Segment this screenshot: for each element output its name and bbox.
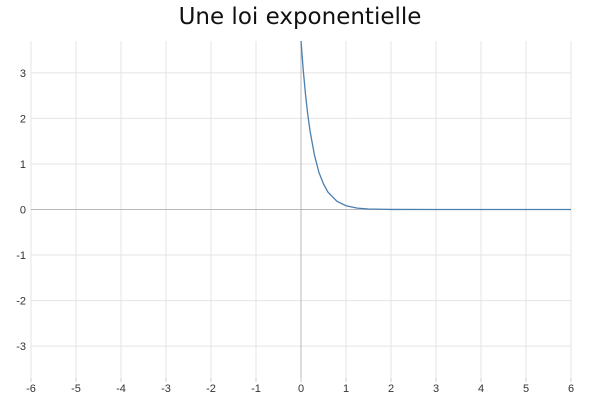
x-tick-label: 5 <box>523 383 529 395</box>
y-axis-ticks: 3 2 1 0 -1 -2 -3 <box>16 68 26 353</box>
x-tick-label: -3 <box>161 383 171 395</box>
y-tick-label: 0 <box>20 205 26 217</box>
chart-title: Une loi exponentielle <box>178 4 422 30</box>
y-tick-label: 2 <box>20 113 26 125</box>
x-tick-label: -4 <box>116 383 126 395</box>
series-line-0 <box>300 40 571 211</box>
y-tick-label: 1 <box>20 159 26 171</box>
y-tick-label: 3 <box>20 68 26 80</box>
y-tick-label: -3 <box>16 341 26 353</box>
series-group <box>300 40 571 211</box>
x-tick-label: -5 <box>71 383 81 395</box>
x-tick-label: -2 <box>206 383 216 395</box>
x-tick-label: 1 <box>343 383 349 395</box>
x-tick-label: 2 <box>388 383 394 395</box>
y-tick-label: -2 <box>16 296 26 308</box>
x-tick-label: -1 <box>251 383 261 395</box>
x-tick-label: 0 <box>298 383 304 395</box>
x-axis-ticks: -6 -5 -4 -3 -2 -1 0 1 2 3 4 5 6 <box>26 378 574 395</box>
y-tick-label: -1 <box>16 250 26 262</box>
x-tick-label: -6 <box>26 383 36 395</box>
x-tick-label: 3 <box>433 383 439 395</box>
x-tick-label: 4 <box>478 383 484 395</box>
x-tick-label: 6 <box>568 383 574 395</box>
